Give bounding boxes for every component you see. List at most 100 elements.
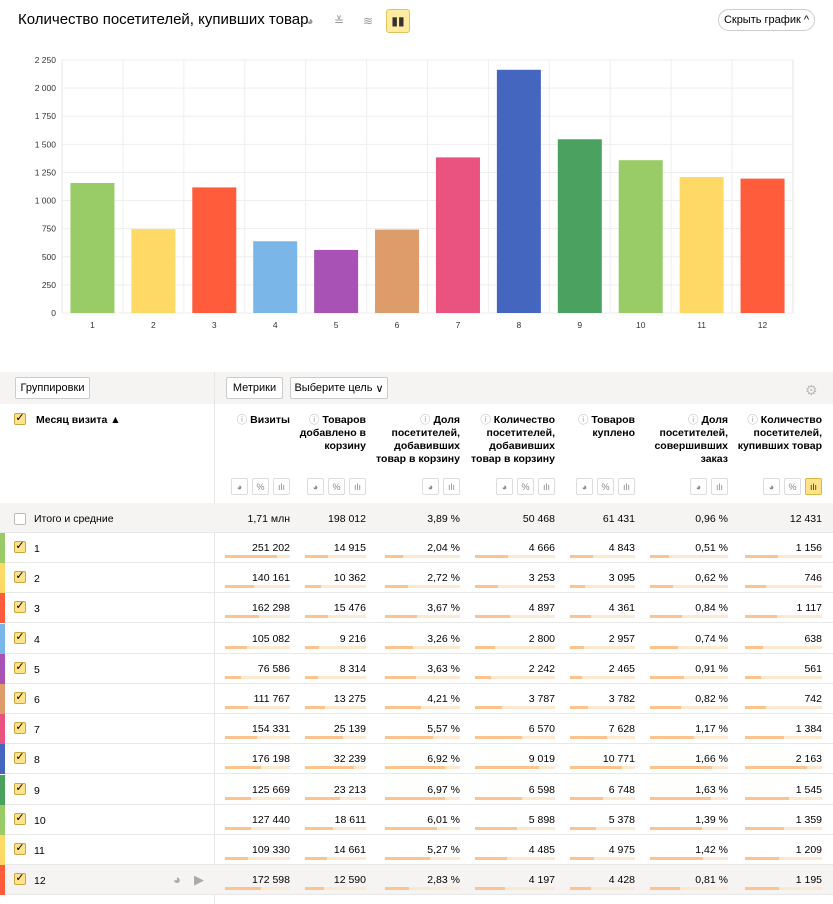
metrics-button[interactable]: Метрики: [226, 377, 283, 399]
pie-chart-icon[interactable]: ◕: [422, 478, 439, 495]
bar-chart-icon[interactable]: ılı: [618, 478, 635, 495]
y-tick-label: 1 500: [35, 139, 57, 149]
percent-icon[interactable]: %: [517, 478, 534, 495]
pie-chart-icon[interactable]: ◕: [306, 14, 314, 28]
groupings-button[interactable]: Группировки: [15, 377, 90, 399]
help-icon[interactable]: ⓘ: [236, 414, 251, 426]
pie-chart-icon[interactable]: ◕: [496, 478, 513, 495]
row-checkbox[interactable]: ✓: [14, 721, 26, 735]
bar-7[interactable]: [435, 157, 480, 313]
play-icon[interactable]: ▶: [194, 872, 204, 888]
table-row[interactable]: ✓ 10 127 440 18 611 6,01 % 5 898 5 378 1…: [0, 804, 833, 835]
table-row[interactable]: ✓ 2 140 161 10 362 2,72 % 3 253 3 095 0,…: [0, 563, 833, 594]
bar-chart-icon[interactable]: ılı: [805, 478, 822, 495]
pie-chart-icon[interactable]: ◕: [690, 478, 707, 495]
percent-icon[interactable]: %: [252, 478, 269, 495]
table-row[interactable]: ✓ 12 ◕ ▶ 172 598 12 590 2,83 % 4 197 4 428…: [0, 865, 833, 896]
bar-11[interactable]: [679, 177, 724, 313]
value-bar: [570, 796, 635, 800]
table-row[interactable]: ✓ 4 105 082 9 216 3,26 % 2 800 2 957 0,7…: [0, 623, 833, 654]
help-icon[interactable]: ⓘ: [308, 414, 323, 426]
row-checkbox[interactable]: ✓: [14, 540, 26, 553]
area-chart-icon[interactable]: ≋: [362, 14, 374, 28]
value-bar-fill: [650, 615, 682, 619]
cell-value: 742: [804, 693, 822, 705]
value-bar: [225, 675, 290, 679]
column-header[interactable]: ⓘ Товаров добавлено в корзину: [295, 414, 366, 453]
row-checkbox[interactable]: ✓: [14, 842, 26, 855]
percent-icon[interactable]: %: [784, 478, 801, 495]
bar-chart-icon[interactable]: ılı: [711, 478, 728, 495]
bar-3[interactable]: [192, 187, 237, 313]
column-header[interactable]: ⓘ Количество посетителей, купивших товар: [735, 414, 822, 453]
cell-value: 6 570: [528, 723, 555, 736]
row-checkbox[interactable]: ✓: [14, 872, 26, 886]
pie-chart-icon[interactable]: ◕: [763, 478, 780, 495]
row-checkbox[interactable]: ✓: [14, 691, 26, 704]
value-bar-fill: [385, 706, 422, 709]
percent-icon[interactable]: %: [597, 478, 614, 495]
percent-icon[interactable]: %: [328, 478, 345, 495]
table-row[interactable]: ✓ 1 251 202 14 915 2,04 % 4 666 4 843 0,…: [0, 533, 833, 563]
help-icon[interactable]: ⓘ: [480, 414, 494, 426]
table-row[interactable]: ✓ 3 162 298 15 476 3,67 % 4 897 4 361 0,…: [0, 593, 833, 624]
bar-2[interactable]: [131, 229, 176, 313]
row-checkbox[interactable]: ✓: [14, 570, 26, 584]
pie-chart-icon[interactable]: ◕: [576, 478, 593, 495]
row-checkbox[interactable]: ✓: [14, 630, 26, 644]
value-bar: [385, 645, 460, 649]
bar-chart-icon[interactable]: ılı: [349, 478, 366, 495]
value-bar-fill: [570, 796, 603, 800]
pie-chart-icon[interactable]: ◕: [307, 478, 324, 495]
bar-chart-icon[interactable]: ▮▮: [386, 9, 410, 33]
table-row[interactable]: ✓ 11 109 330 14 661 5,27 % 4 485 4 975 1…: [0, 835, 833, 865]
gear-icon[interactable]: ⚙: [805, 382, 818, 398]
goal-select-label: Выберите цель: [294, 382, 373, 394]
totals-checkbox[interactable]: [14, 513, 26, 525]
table-row[interactable]: ✓ 7 154 331 25 139 5,57 % 6 570 7 628 1,…: [0, 714, 833, 745]
value-bar: [570, 887, 635, 891]
column-header[interactable]: ⓘ Доля посетителей, добавивших товар в к…: [375, 414, 460, 466]
pie-chart-icon[interactable]: ◕: [173, 872, 181, 888]
hide-chart-button[interactable]: Скрыть график ^: [718, 9, 815, 31]
select-all-checkbox[interactable]: ✓: [14, 412, 26, 425]
column-header[interactable]: ⓘ Доля посетителей, совершивших заказ: [640, 414, 728, 466]
bar-10[interactable]: [618, 160, 663, 313]
value-bar-fill: [475, 826, 517, 830]
table-row[interactable]: ✓ 8 176 198 32 239 6,92 % 9 019 10 771 1…: [0, 744, 833, 775]
value-bar: [305, 585, 366, 589]
help-icon[interactable]: ⓘ: [420, 414, 434, 426]
goal-select[interactable]: Выберите цель ∨: [290, 377, 388, 399]
x-tick-label: 1: [90, 320, 95, 330]
row-checkbox[interactable]: ✓: [14, 600, 26, 614]
help-icon[interactable]: ⓘ: [747, 414, 761, 426]
value-bar: [650, 555, 728, 558]
row-checkbox[interactable]: ✓: [14, 660, 26, 674]
bar-chart-icon[interactable]: ılı: [538, 478, 555, 495]
row-checkbox[interactable]: ✓: [14, 811, 26, 825]
bar-12[interactable]: [740, 178, 785, 313]
column-header[interactable]: ⓘ Визиты: [215, 414, 290, 427]
table-row[interactable]: ✓ 5 76 586 8 314 3,63 % 2 242 2 465 0,91…: [0, 653, 833, 684]
bar-5[interactable]: [314, 249, 359, 313]
row-checkbox[interactable]: ✓: [14, 781, 26, 795]
help-icon[interactable]: ⓘ: [688, 414, 702, 426]
bar-6[interactable]: [375, 229, 420, 313]
table-row[interactable]: ✓ 9 125 669 23 213 6,97 % 6 598 6 748 1,…: [0, 774, 833, 805]
line-chart-icon[interactable]: ≚: [333, 14, 345, 28]
bar-8[interactable]: [496, 69, 541, 313]
bar-chart-icon[interactable]: ılı: [273, 478, 290, 495]
bar-4[interactable]: [253, 241, 298, 313]
bar-1[interactable]: [70, 183, 115, 313]
table-row[interactable]: ✓ 6 111 767 13 275 4,21 % 3 787 3 782 0,…: [0, 684, 833, 714]
column-header[interactable]: ⓘ Количество посетителей, добавивших тов…: [465, 414, 555, 466]
pie-chart-icon[interactable]: ◕: [231, 478, 248, 495]
help-icon[interactable]: ⓘ: [577, 414, 592, 426]
bar-9[interactable]: [557, 139, 602, 313]
dimension-header[interactable]: Месяц визита ▲: [36, 414, 121, 426]
column-header[interactable]: ⓘ Товаров куплено: [560, 414, 635, 440]
total-value: 50 468: [522, 513, 555, 525]
bar-chart-icon[interactable]: ılı: [443, 478, 460, 495]
value-bar: [475, 736, 555, 740]
row-checkbox[interactable]: ✓: [14, 751, 26, 765]
